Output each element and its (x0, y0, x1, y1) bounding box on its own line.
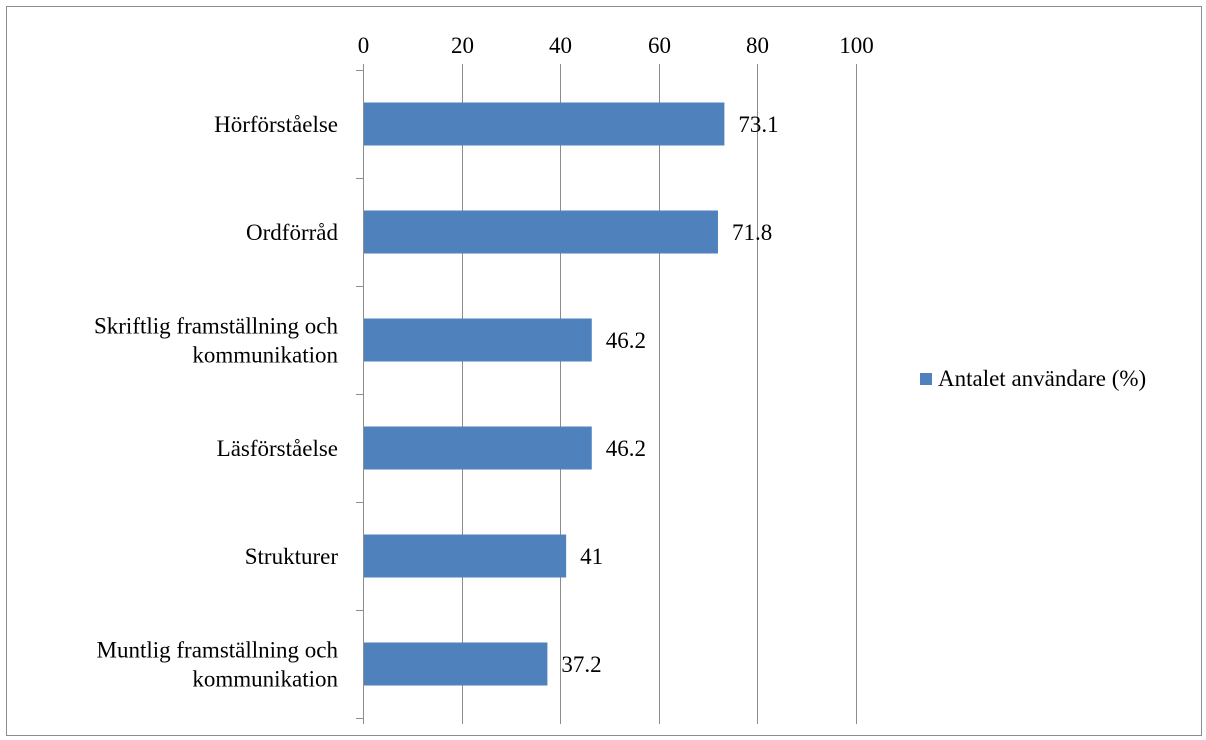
x-tick-label-80: 80 (746, 33, 769, 58)
legend-label: Antalet användare (%) (938, 366, 1146, 391)
category-label-line: Hörförståelse (214, 112, 338, 137)
category-label-4: Läsförståelse (217, 436, 338, 461)
axes (356, 64, 857, 724)
bar-2 (364, 210, 718, 254)
data-label-6: 37.2 (561, 652, 601, 677)
category-label-line: Läsförståelse (217, 436, 338, 461)
category-label-1: Hörförståelse (214, 112, 338, 137)
category-label-line: kommunikation (192, 343, 338, 368)
bar-4 (364, 426, 592, 470)
category-label-6: Muntlig framställning och kommunikation (97, 638, 339, 692)
gridlines (462, 70, 857, 718)
data-label-5: 41 (580, 544, 603, 569)
category-label-line: Strukturer (245, 544, 339, 569)
bars (364, 102, 725, 686)
data-labels: 73.1 71.8 46.2 46.2 41 37.2 (561, 112, 778, 677)
data-label-4: 46.2 (606, 436, 646, 461)
category-labels: Hörförståelse Ordförråd Skriftlig framstäl… (94, 112, 339, 692)
category-label-5: Strukturer (245, 544, 339, 569)
data-label-2: 71.8 (732, 220, 772, 245)
x-tick-label-0: 0 (358, 33, 370, 58)
category-label-2: Ordförråd (246, 220, 338, 245)
category-label-line: Ordförråd (246, 220, 338, 245)
legend: Antalet användare (%) (920, 366, 1146, 391)
bar-3 (364, 318, 592, 362)
bar-1 (364, 102, 725, 146)
x-tick-labels: 0 20 40 60 80 100 (358, 33, 874, 58)
x-tick-label-60: 60 (648, 33, 671, 58)
category-label-3: Skriftlig framställning och kommunikation (94, 314, 339, 368)
data-label-3: 46.2 (606, 328, 646, 353)
category-label-line: Skriftlig framställning och (94, 314, 339, 339)
x-tick-label-100: 100 (839, 33, 874, 58)
data-label-1: 73.1 (738, 112, 778, 137)
bar-5 (364, 534, 567, 578)
x-tick-label-20: 20 (451, 33, 474, 58)
category-label-line: Muntlig framställning och (97, 638, 339, 663)
x-tick-label-40: 40 (549, 33, 572, 58)
category-label-line: kommunikation (192, 667, 338, 692)
legend-swatch (920, 373, 932, 385)
bar-6 (364, 642, 548, 686)
